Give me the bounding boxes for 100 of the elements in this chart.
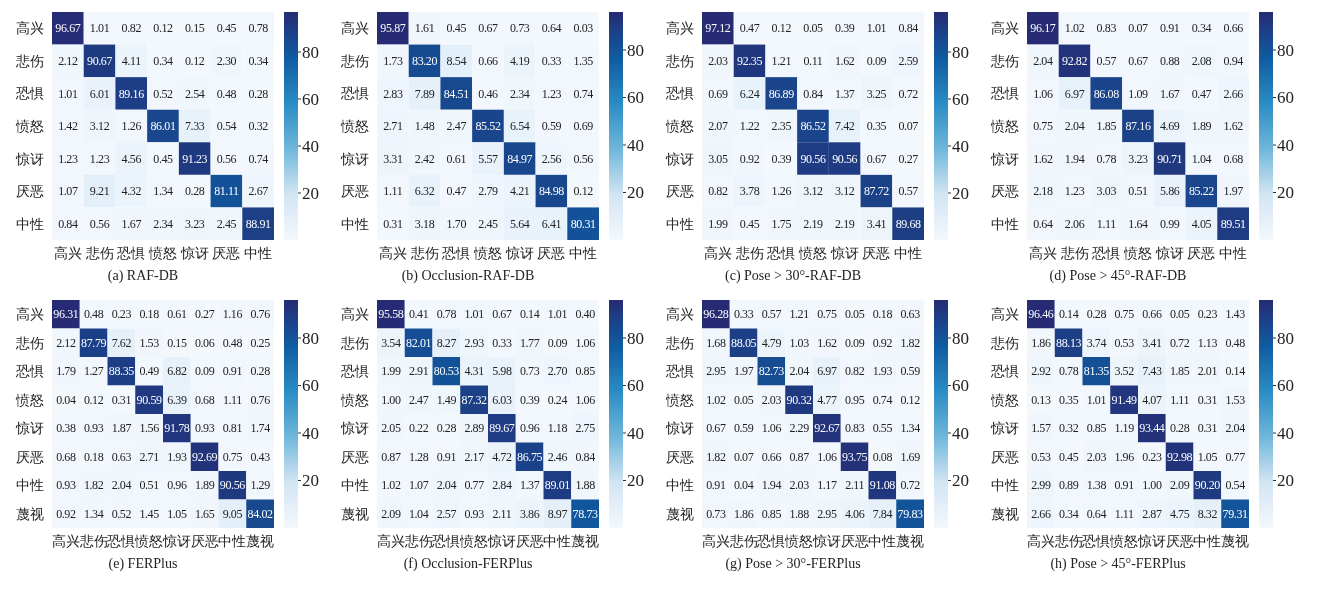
y-tick-label: 中性	[991, 216, 1019, 232]
data-label: 0.27	[898, 151, 919, 166]
data-label: 92.35	[737, 54, 763, 69]
data-label: 0.55	[872, 421, 893, 436]
data-label: 1.65	[194, 506, 215, 521]
text: (e) FERPlus	[107, 556, 179, 572]
data-label: 88.05	[731, 335, 757, 350]
data-label: 1.00	[381, 392, 401, 407]
data-label: 0.74	[248, 151, 269, 166]
data-label: 1.70	[446, 216, 467, 231]
data-label: 2.87	[1142, 506, 1162, 521]
color-bar-label: 20	[302, 471, 319, 491]
data-label: 1.07	[58, 184, 78, 199]
data-label: 0.96	[519, 421, 540, 436]
data-label: 1.67	[121, 216, 142, 231]
data-label: 0.53	[1031, 449, 1051, 464]
x-tick-label: 蔑视	[571, 533, 600, 549]
data-label: 0.09	[844, 335, 865, 350]
data-label: 1.62	[835, 54, 855, 69]
data-label: 0.67	[478, 21, 499, 36]
color-bar-label: 80	[302, 42, 319, 62]
data-label: 7.84	[872, 506, 893, 521]
data-label: 1.94	[761, 478, 782, 493]
data-label: 0.75	[222, 449, 243, 464]
data-label: 1.74	[250, 421, 271, 436]
data-label: 0.45	[216, 21, 237, 36]
data-label: 2.59	[898, 54, 919, 69]
data-label: 0.05	[733, 392, 754, 407]
data-label: 3.54	[381, 335, 401, 350]
data-label: 88.91	[245, 216, 272, 231]
data-label: 0.23	[111, 307, 132, 322]
x-tick-label: 愤怒	[148, 245, 177, 261]
y-tick-label: 惊讶	[665, 421, 694, 437]
data-label: 0.57	[898, 184, 919, 199]
data-label: 2.71	[383, 119, 403, 134]
data-label: 1.02	[706, 392, 726, 407]
data-label: 2.95	[817, 506, 837, 521]
data-label: 0.56	[89, 216, 110, 231]
data-label: 6.97	[1064, 86, 1085, 101]
data-label: 0.40	[575, 307, 596, 322]
x-tick-label: 厌恶	[190, 533, 219, 549]
data-label: 1.11	[1096, 216, 1117, 231]
data-label: 2.01	[1197, 364, 1218, 379]
color-bar-label: 20	[627, 471, 644, 491]
data-label: 1.06	[575, 392, 596, 407]
data-label: 1.93	[872, 364, 893, 379]
data-label: 89.51	[1220, 216, 1247, 231]
data-label: 5.57	[478, 151, 499, 166]
y-tick-label: 恐惧	[990, 364, 1019, 380]
data-label: 1.04	[408, 506, 429, 521]
data-label: 2.66	[1031, 506, 1051, 521]
data-label: 0.47	[739, 21, 760, 36]
data-label: 0.59	[900, 364, 921, 379]
data-label: 6.01	[89, 86, 110, 101]
data-label: 3.41	[1142, 335, 1162, 350]
data-label: 0.83	[1096, 21, 1117, 36]
data-label: 4.69	[1160, 119, 1180, 134]
data-label: 6.82	[167, 364, 187, 379]
data-label: 91.08	[869, 478, 896, 493]
data-label: 6.97	[817, 364, 837, 379]
data-label: 1.96	[1114, 449, 1135, 464]
data-label: 1.34	[900, 421, 921, 436]
data-label: 0.23	[1142, 449, 1162, 464]
data-label: 1.48	[414, 119, 435, 134]
x-tick-label: 中性	[244, 245, 273, 261]
y-tick-label: 厌恶	[16, 184, 44, 200]
data-label: 91.49	[1111, 392, 1138, 407]
data-label: 3.12	[803, 184, 824, 199]
data-label: 92.69	[192, 449, 218, 464]
data-label: 2.12	[56, 335, 76, 350]
data-label: 0.96	[167, 478, 187, 493]
color-bar-label: 40	[302, 423, 319, 443]
y-tick-label: 愤怒	[665, 118, 694, 134]
data-label: 0.93	[464, 506, 485, 521]
data-label: 0.66	[478, 54, 499, 69]
data-label: 0.69	[708, 86, 728, 101]
data-label: 7.62	[111, 335, 132, 350]
data-label: 1.05	[167, 506, 187, 521]
data-label: 2.83	[383, 86, 403, 101]
data-label: 1.13	[1197, 335, 1218, 350]
data-label: 0.12	[900, 392, 921, 407]
data-label: 0.66	[761, 449, 782, 464]
data-label: 90.67	[87, 54, 113, 69]
data-label: 1.34	[83, 506, 104, 521]
data-label: 0.74	[573, 86, 594, 101]
data-label: 1.11	[222, 392, 243, 407]
color-bar-label: 80	[302, 328, 319, 348]
text: (b) Occlusion-RAF-DB	[400, 268, 536, 284]
data-label: 1.85	[1169, 364, 1190, 379]
data-label: 90.71	[1157, 151, 1183, 166]
data-label: 0.47	[446, 184, 467, 199]
data-label: 86.01	[150, 119, 176, 134]
data-label: 89.67	[489, 421, 515, 436]
data-label: 2.19	[835, 216, 855, 231]
data-label: 0.12	[153, 21, 174, 36]
data-label: 2.79	[478, 184, 499, 199]
data-label: 1.62	[1033, 151, 1053, 166]
data-label: 0.51	[1128, 184, 1149, 199]
data-label: 1.89	[194, 478, 215, 493]
data-label: 0.77	[1225, 449, 1246, 464]
